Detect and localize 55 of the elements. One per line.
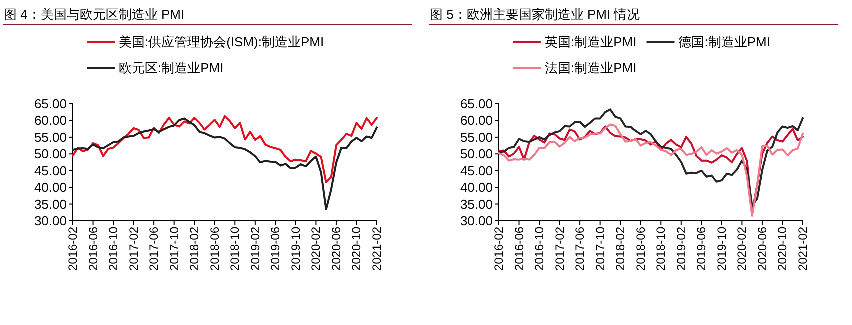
x-tick-label: 2018-06 [208, 226, 222, 272]
y-tick-label: 30.00 [34, 214, 67, 228]
x-tick-label: 2019-10 [288, 226, 303, 272]
x-tick-label: 2021-02 [370, 226, 384, 272]
y-tick-label: 45.00 [460, 163, 493, 178]
x-tick-label: 2019-02 [248, 226, 262, 272]
x-tick-label: 2018-10 [654, 226, 668, 272]
legend-label: 欧元区:制造业PMI [119, 60, 224, 76]
y-tick-label: 40.00 [34, 180, 67, 196]
x-tick-label: 2016-10 [106, 226, 121, 272]
chart-title: 图 4：美国与欧元区制造业 PMI [4, 7, 185, 22]
x-tick-label: 2019-10 [714, 226, 729, 272]
x-tick-label: 2019-06 [268, 226, 283, 272]
y-tick-label: 50.00 [460, 146, 493, 162]
legend-label: 法国:制造业PMI [545, 60, 637, 76]
x-tick-label: 2016-06 [86, 226, 100, 272]
legend-label: 美国:供应管理协会(ISM):制造业PMI [119, 34, 324, 50]
x-tick-label: 2021-02 [796, 226, 810, 272]
x-tick-label: 2019-06 [694, 226, 709, 272]
x-tick-label: 2020-02 [309, 226, 324, 272]
x-tick-label: 2020-06 [755, 226, 770, 272]
x-tick-label: 2017-10 [167, 226, 182, 272]
y-tick-label: 35.00 [34, 196, 67, 212]
legend-label: 德国:制造业PMI [678, 34, 770, 50]
x-tick-label: 2019-02 [674, 226, 688, 272]
y-tick-label: 65.00 [460, 96, 493, 112]
y-tick-label: 45.00 [34, 163, 67, 178]
x-tick-label: 2017-02 [552, 226, 567, 272]
y-tick-label: 40.00 [460, 180, 493, 196]
x-tick-label: 2017-10 [593, 226, 608, 272]
legend-label: 英国:制造业PMI [545, 34, 637, 50]
x-tick-label: 2020-10 [776, 226, 790, 272]
x-tick-label: 2020-10 [350, 226, 364, 272]
x-tick-label: 2020-02 [735, 226, 750, 272]
y-tick-label: 35.00 [460, 196, 493, 212]
x-tick-label: 2017-06 [147, 226, 162, 272]
x-tick-label: 2018-02 [188, 226, 202, 272]
x-tick-label: 2016-06 [512, 226, 526, 272]
x-tick-label: 2016-02 [492, 226, 506, 272]
chart-title: 图 5：欧洲主要国家制造业 PMI 情况 [430, 7, 640, 22]
y-tick-label: 50.00 [34, 146, 67, 162]
x-tick-label: 2017-02 [126, 226, 141, 272]
y-tick-label: 30.00 [460, 214, 493, 228]
x-tick-label: 2016-10 [532, 226, 547, 272]
y-tick-label: 65.00 [34, 96, 67, 112]
y-tick-label: 55.00 [34, 130, 67, 145]
y-tick-label: 60.00 [460, 113, 493, 128]
x-tick-label: 2018-06 [634, 226, 648, 272]
x-tick-label: 2020-06 [329, 226, 344, 272]
x-tick-label: 2018-10 [228, 226, 242, 272]
y-tick-label: 55.00 [460, 130, 493, 145]
x-tick-label: 2018-02 [614, 226, 628, 272]
x-tick-label: 2017-06 [573, 226, 588, 272]
y-tick-label: 60.00 [34, 113, 67, 128]
x-tick-label: 2016-02 [66, 226, 80, 272]
